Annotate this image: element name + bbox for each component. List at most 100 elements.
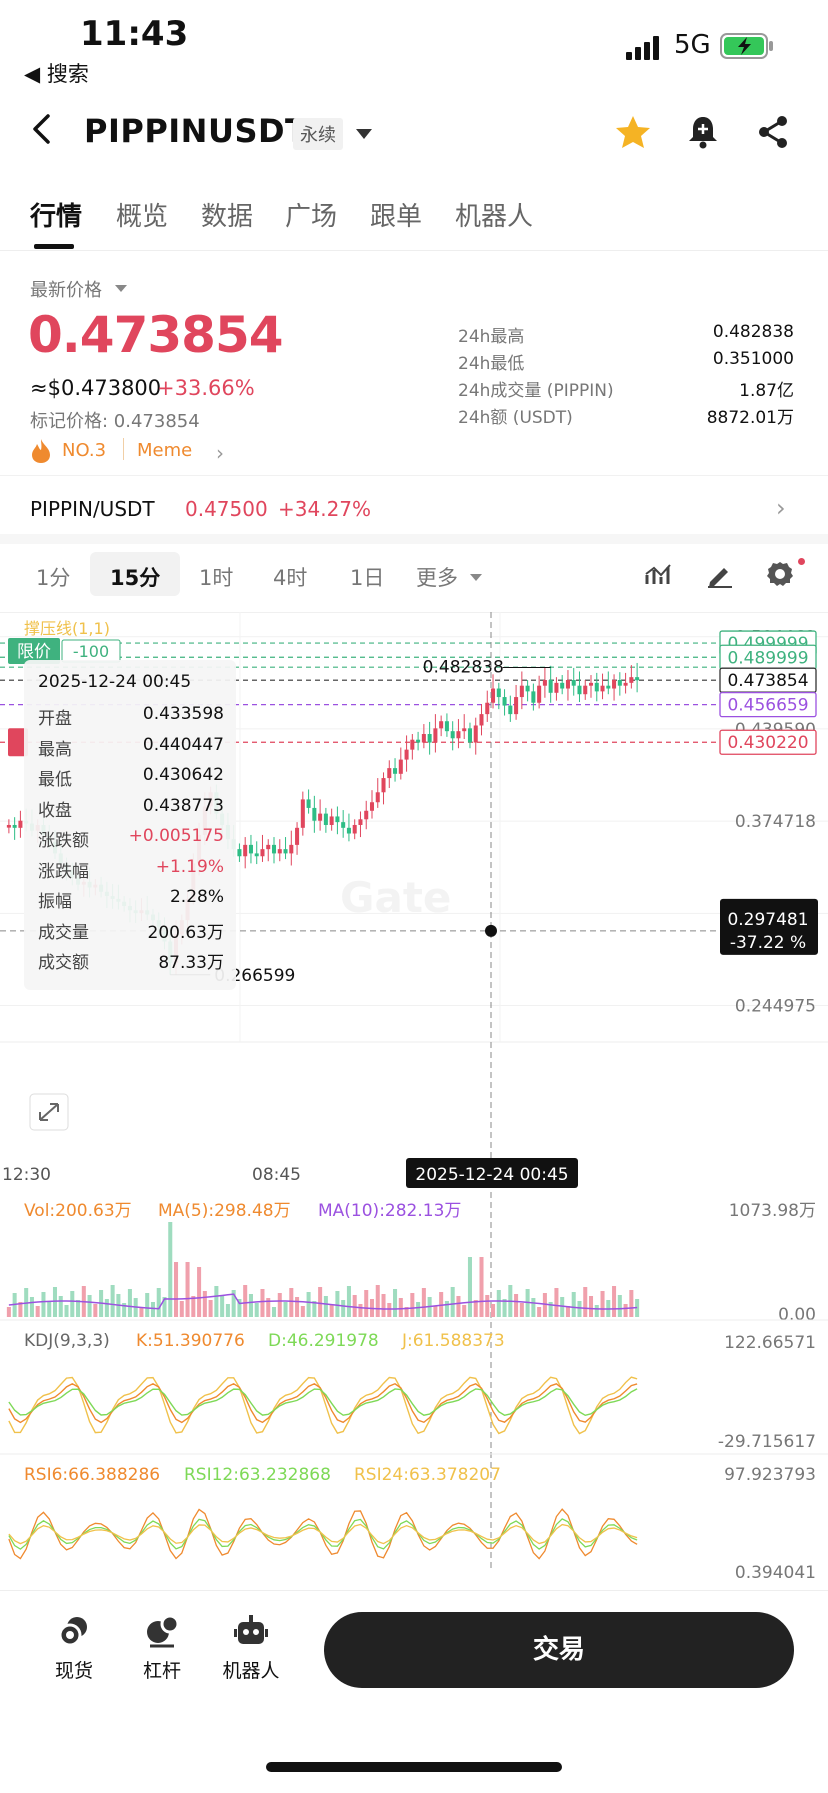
spot-price: 0.47500	[185, 497, 268, 521]
symbol-title[interactable]: PIPPINUSDT	[84, 112, 308, 150]
candle-body	[462, 728, 467, 732]
volume-bar	[352, 1295, 357, 1317]
volume-bar	[47, 1301, 52, 1317]
tooltip-row: 振幅 2.28%	[38, 887, 224, 912]
volume-bar	[41, 1292, 46, 1317]
back-arrow-icon[interactable]	[28, 112, 58, 146]
tooltip-row-label: 涨跌额	[38, 831, 89, 851]
tooltip-row: 涨跌幅 +1.19%	[38, 857, 224, 882]
alert-bell-icon[interactable]	[686, 114, 720, 150]
candle-body	[421, 734, 426, 743]
volume-bar	[398, 1298, 403, 1317]
volume-bar	[35, 1306, 40, 1317]
tab-data[interactable]: 数据	[201, 202, 254, 232]
price-axis-label: 0.374718	[735, 812, 816, 832]
volume-bar	[191, 1296, 196, 1317]
rsi6-label: RSI6:66.388286	[24, 1465, 160, 1485]
candle-body	[283, 849, 288, 854]
candle-body	[444, 721, 449, 732]
back-to-search-link[interactable]: ◀ 搜索	[24, 62, 89, 86]
signal-icon	[626, 36, 659, 60]
volume-bar	[560, 1297, 565, 1317]
order-line-label: 0.489999	[727, 648, 808, 668]
bot-nav-button[interactable]: 机器人	[218, 1614, 284, 1683]
candle-body	[548, 680, 553, 693]
candle-body	[393, 768, 398, 774]
price-axis-label: 0.244975	[735, 997, 816, 1017]
price-change-percent: +33.66%	[157, 376, 255, 400]
volume-bar	[220, 1295, 225, 1317]
candle-body	[341, 822, 346, 828]
favorite-star-icon[interactable]	[614, 114, 652, 150]
stat-value-turnover: 8872.01万	[706, 408, 794, 428]
volume-bar	[76, 1300, 81, 1317]
candle-body	[479, 714, 484, 726]
crosshair-price-box	[720, 898, 818, 955]
volume-bar	[381, 1294, 386, 1317]
volume-bar	[179, 1301, 184, 1317]
notification-dot	[798, 558, 805, 565]
margin-nav-button[interactable]: 杠杆	[136, 1614, 188, 1683]
tab-overview[interactable]: 概览	[116, 202, 169, 232]
settings-gear-icon[interactable]	[766, 560, 794, 588]
interval-more[interactable]: 更多	[416, 566, 458, 590]
symbol-dropdown-icon[interactable]	[356, 129, 372, 139]
volume-bar	[18, 1302, 23, 1317]
margin-nav-label: 杠杆	[142, 1660, 181, 1682]
interval-1h[interactable]: 1时	[199, 566, 234, 590]
volume-bar	[300, 1306, 305, 1317]
tab-bots[interactable]: 机器人	[455, 202, 534, 232]
price-type-dropdown-icon[interactable]	[115, 285, 127, 292]
tab-square[interactable]: 广场	[285, 202, 338, 232]
volume-ma-line	[8, 1293, 638, 1310]
tooltip-row-value: +0.005175	[128, 826, 224, 846]
volume-bar	[491, 1304, 496, 1317]
stat-value-high: 0.482838	[712, 322, 794, 342]
volume-bar	[473, 1300, 478, 1317]
interval-1m[interactable]: 1分	[36, 566, 71, 590]
interval-1d[interactable]: 1日	[350, 566, 385, 590]
chevron-right-icon[interactable]: ›	[216, 441, 224, 465]
share-icon[interactable]	[756, 114, 790, 150]
battery-icon	[720, 33, 773, 59]
chevron-right-icon[interactable]: ›	[776, 494, 786, 522]
candle-body	[600, 685, 605, 692]
draw-tool-icon[interactable]	[706, 562, 734, 588]
trade-button[interactable]: 交易	[324, 1612, 794, 1688]
rank-tag[interactable]: NO.3	[62, 440, 107, 461]
candle-body	[467, 728, 472, 743]
tab-copy-trading[interactable]: 跟单	[370, 202, 423, 232]
rsi24-line	[8, 1523, 638, 1545]
interval-15m[interactable]: 15分	[110, 566, 161, 590]
candle-body	[565, 680, 570, 689]
crosshair-date-box	[406, 1158, 578, 1188]
spot-pair-label[interactable]: PIPPIN/USDT	[30, 497, 155, 521]
candle-body	[369, 802, 375, 811]
tooltip-row-label: 开盘	[38, 709, 72, 729]
category-tag[interactable]: Meme	[137, 440, 193, 461]
volume-bar	[29, 1297, 34, 1317]
volume-bar	[358, 1304, 363, 1317]
limit-order-tag	[8, 728, 28, 757]
volume-bar	[519, 1303, 524, 1317]
kdj-label: KDJ(9,3,3)	[24, 1331, 110, 1351]
volume-bar	[462, 1305, 467, 1317]
crosshair-percent: -37.22 %	[730, 933, 806, 953]
candle-body	[635, 677, 640, 681]
indicator-icon[interactable]	[644, 562, 672, 588]
candle-body	[623, 682, 628, 686]
volume-bar	[479, 1257, 484, 1317]
tooltip-row-value: 0.438773	[142, 795, 224, 816]
spot-nav-button[interactable]: 现货	[48, 1614, 100, 1683]
active-tab-indicator	[34, 244, 74, 249]
latest-price-label[interactable]: 最新价格	[30, 280, 102, 301]
tooltip-row: 最低 0.430642	[38, 765, 224, 790]
more-dropdown-icon[interactable]	[470, 574, 482, 581]
interval-4h[interactable]: 4时	[273, 566, 308, 590]
tab-market[interactable]: 行情	[30, 202, 83, 232]
tooltip-row-label: 振幅	[38, 892, 72, 912]
spot-change: +34.27%	[278, 497, 372, 521]
volume-label: Vol:200.63万	[24, 1201, 132, 1221]
rsi-axis-min: 0.394041	[735, 1563, 816, 1583]
rsi6-line	[8, 1508, 638, 1560]
